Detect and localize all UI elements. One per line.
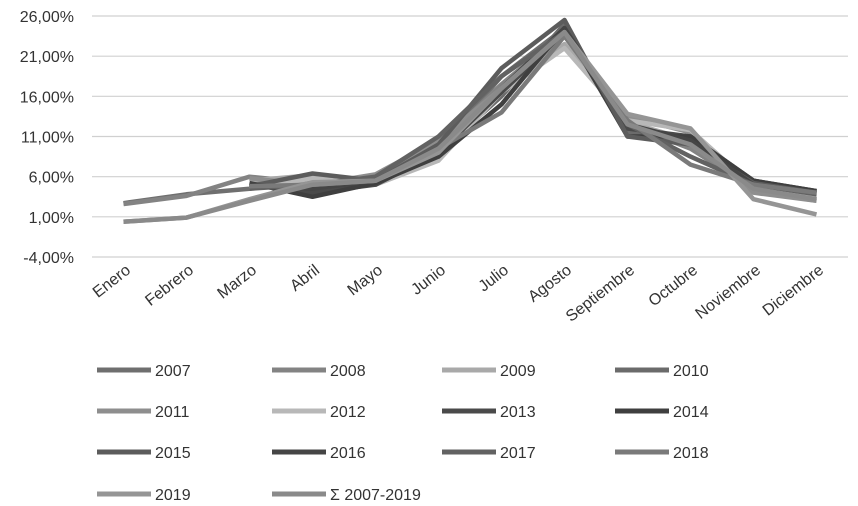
x-tick-label: Junio bbox=[408, 262, 449, 299]
legend-label: 2014 bbox=[673, 404, 709, 421]
x-axis-ticks: Enero Febrero Marzo Abril Mayo Junio Julio Agos… bbox=[90, 262, 827, 326]
legend-label: 2011 bbox=[155, 404, 190, 421]
legend-label: Σ 2007-2019 bbox=[330, 487, 421, 504]
legend-label: 2007 bbox=[155, 363, 191, 380]
legend-label: 2017 bbox=[500, 445, 536, 462]
y-tick-label: 26,00% bbox=[20, 9, 74, 26]
legend-label: 2013 bbox=[500, 404, 536, 421]
legend: 2007 2008 2009 2010 2011 2012 2013 2014 2015 2016… bbox=[97, 363, 709, 504]
legend-label: 2015 bbox=[155, 445, 191, 462]
y-tick-label: 1,00% bbox=[29, 210, 74, 227]
legend-label: 2010 bbox=[673, 363, 709, 380]
x-tick-label: Julio bbox=[476, 262, 512, 296]
series-lines bbox=[123, 17, 818, 224]
y-axis-ticks: 26,00% 21,00% 16,00% 11,00% 6,00% 1,00% -4,00% bbox=[20, 9, 74, 267]
x-tick-label: Abril bbox=[287, 262, 323, 295]
x-tick-label: Octubre bbox=[646, 262, 701, 310]
y-tick-label: 11,00% bbox=[21, 130, 74, 147]
x-tick-label: Septiembre bbox=[563, 262, 638, 326]
legend-label: 2012 bbox=[330, 404, 366, 421]
legend-label: 2019 bbox=[155, 487, 191, 504]
legend-label: 2009 bbox=[500, 363, 536, 380]
y-tick-label: 21,00% bbox=[20, 49, 74, 66]
legend-label: 2018 bbox=[673, 445, 709, 462]
x-tick-label: Mayo bbox=[345, 262, 386, 300]
x-tick-label: Agosto bbox=[525, 262, 575, 306]
legend-label: 2016 bbox=[330, 445, 366, 462]
grid-lines bbox=[92, 15, 848, 258]
x-tick-label: Marzo bbox=[214, 262, 260, 303]
series-line-13 bbox=[123, 29, 817, 224]
legend-label: 2008 bbox=[330, 363, 366, 380]
x-tick-label: Febrero bbox=[142, 262, 197, 310]
x-tick-label: Diciembre bbox=[760, 262, 827, 320]
series-line-7 bbox=[249, 25, 817, 200]
x-tick-label: Enero bbox=[90, 262, 134, 302]
x-tick-label: Noviembre bbox=[693, 262, 765, 323]
y-tick-label: 6,00% bbox=[29, 170, 74, 187]
y-tick-label: -4,00% bbox=[23, 250, 74, 267]
y-tick-label: 16,00% bbox=[20, 89, 74, 106]
